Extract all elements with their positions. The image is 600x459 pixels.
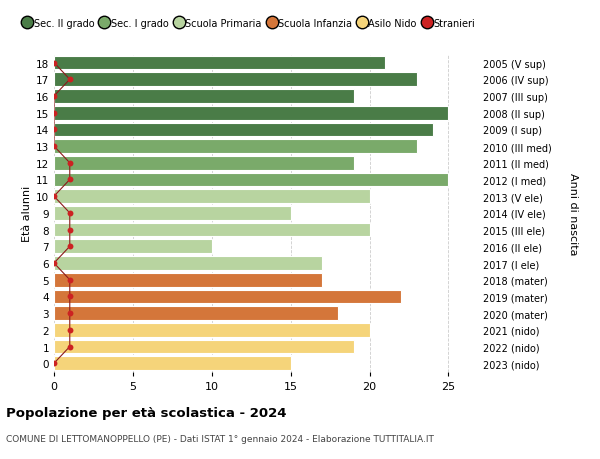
Bar xyxy=(54,273,322,287)
Bar xyxy=(54,290,401,303)
Bar xyxy=(54,307,338,320)
Point xyxy=(49,143,59,151)
Point xyxy=(65,326,74,334)
Point xyxy=(65,293,74,301)
Point xyxy=(65,210,74,217)
Bar xyxy=(54,123,433,137)
Y-axis label: Anni di nascita: Anni di nascita xyxy=(568,172,578,255)
Bar xyxy=(54,257,322,270)
Point xyxy=(49,93,59,101)
Bar xyxy=(54,340,354,353)
Bar xyxy=(54,106,448,120)
Bar xyxy=(54,223,370,237)
Bar xyxy=(54,173,448,187)
Point xyxy=(49,60,59,67)
Bar xyxy=(54,240,212,254)
Legend: Sec. II grado, Sec. I grado, Scuola Primaria, Scuola Infanzia, Asilo Nido, Stran: Sec. II grado, Sec. I grado, Scuola Prim… xyxy=(25,19,475,29)
Point xyxy=(65,343,74,351)
Bar xyxy=(54,357,290,370)
Point xyxy=(65,160,74,167)
Bar xyxy=(54,207,290,220)
Text: Popolazione per età scolastica - 2024: Popolazione per età scolastica - 2024 xyxy=(6,406,287,419)
Bar xyxy=(54,90,354,104)
Bar xyxy=(54,323,370,337)
Point xyxy=(65,76,74,84)
Bar xyxy=(54,73,417,87)
Bar xyxy=(54,140,417,154)
Point xyxy=(49,360,59,367)
Point xyxy=(65,226,74,234)
Point xyxy=(65,276,74,284)
Point xyxy=(49,193,59,201)
Bar xyxy=(54,157,354,170)
Y-axis label: Età alunni: Età alunni xyxy=(22,185,32,241)
Point xyxy=(65,243,74,251)
Bar xyxy=(54,190,370,204)
Point xyxy=(49,260,59,267)
Point xyxy=(49,110,59,117)
Point xyxy=(49,126,59,134)
Point xyxy=(65,176,74,184)
Text: COMUNE DI LETTOMANOPPELLO (PE) - Dati ISTAT 1° gennaio 2024 - Elaborazione TUTTI: COMUNE DI LETTOMANOPPELLO (PE) - Dati IS… xyxy=(6,434,434,443)
Bar xyxy=(54,56,385,70)
Point xyxy=(65,310,74,317)
